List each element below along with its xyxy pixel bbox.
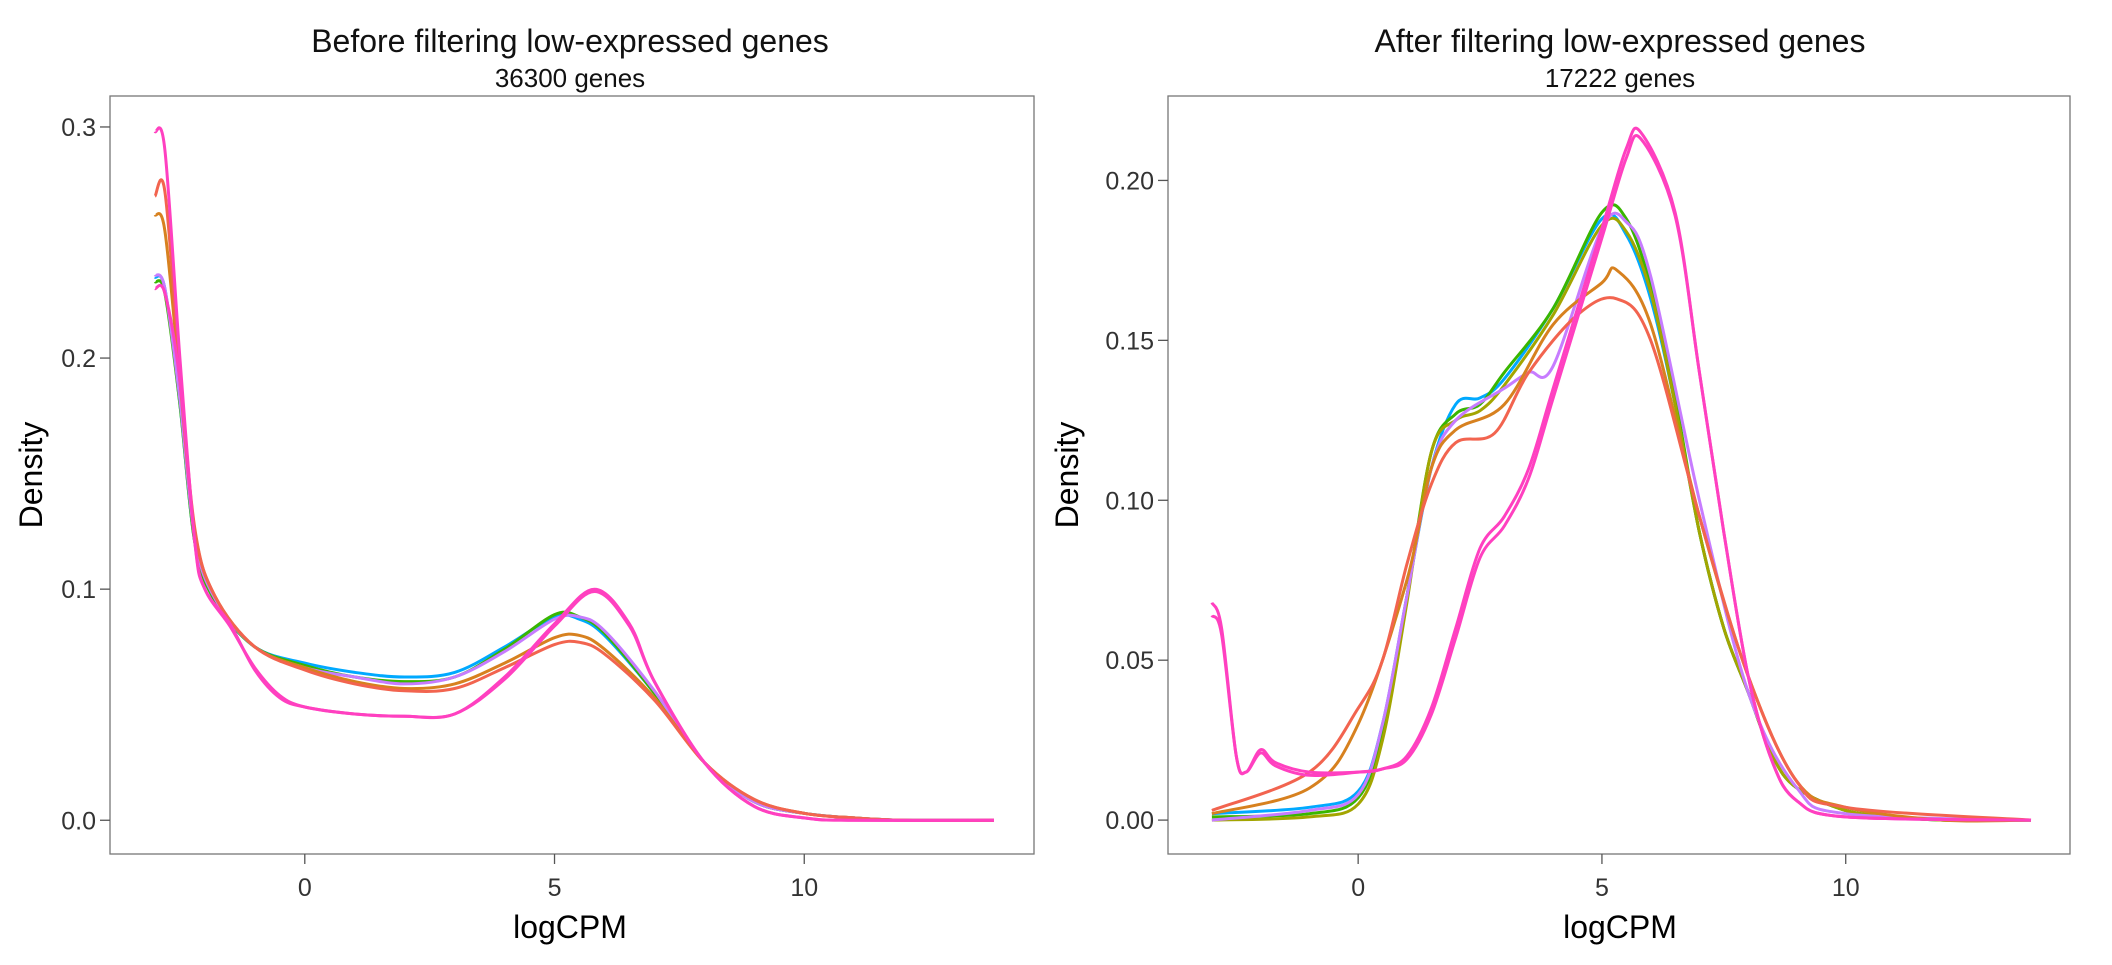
density-curve-7	[1210, 134, 2032, 822]
y-tick-label: 0.05	[1105, 647, 1154, 675]
density-curve-5	[153, 126, 995, 822]
density-curve-6	[1210, 126, 2032, 822]
x-tick-label: 10	[1832, 874, 1860, 902]
density-curve-2	[1211, 216, 2032, 822]
y-tick-label: 0.20	[1105, 167, 1154, 195]
y-tick-label: 0.00	[1105, 807, 1154, 835]
density-curve-1	[1211, 203, 2032, 822]
density-curve-3	[1211, 211, 2032, 822]
density-curve-4	[153, 178, 995, 822]
x-tick-label: 0	[1351, 874, 1365, 902]
y-tick-label: 0.3	[61, 114, 96, 142]
density-curve-5	[1211, 296, 2032, 822]
density-curve-6	[153, 283, 995, 822]
x-axis-label: logCPM	[1563, 909, 1677, 945]
x-tick-label: 10	[790, 874, 818, 902]
y-tick-label: 0.10	[1105, 487, 1154, 515]
y-tick-label: 0.15	[1105, 327, 1154, 355]
y-tick-label: 0.1	[61, 576, 96, 604]
plot-frame	[1167, 95, 2071, 855]
chart-subtitle: 36300 genes	[495, 63, 645, 93]
y-axis-label: Density	[13, 422, 49, 529]
panel-before-filtering: Before filtering low-expressed genes 363…	[13, 23, 1035, 945]
y-axis-label: Density	[1049, 422, 1085, 529]
x-tick-label: 5	[548, 874, 562, 902]
y-tick-label: 0.2	[61, 345, 96, 373]
density-curve-2	[153, 273, 995, 822]
x-tick-label: 0	[298, 874, 312, 902]
density-curve-3	[153, 211, 995, 822]
chart-title: Before filtering low-expressed genes	[311, 23, 829, 59]
density-curve-0	[153, 274, 995, 822]
chart-title: After filtering low-expressed genes	[1375, 23, 1866, 59]
x-axis-label: logCPM	[513, 909, 627, 945]
density-curve-0	[1211, 212, 2032, 822]
panel-after-filtering: After filtering low-expressed genes 1722…	[1049, 23, 2071, 945]
x-tick-label: 5	[1595, 874, 1609, 902]
chart-subtitle: 17222 genes	[1545, 63, 1695, 93]
density-curve-4	[1211, 266, 2032, 823]
y-tick-label: 0.0	[61, 807, 96, 835]
density-curve-1	[153, 279, 995, 822]
plot-frame	[109, 95, 1035, 855]
